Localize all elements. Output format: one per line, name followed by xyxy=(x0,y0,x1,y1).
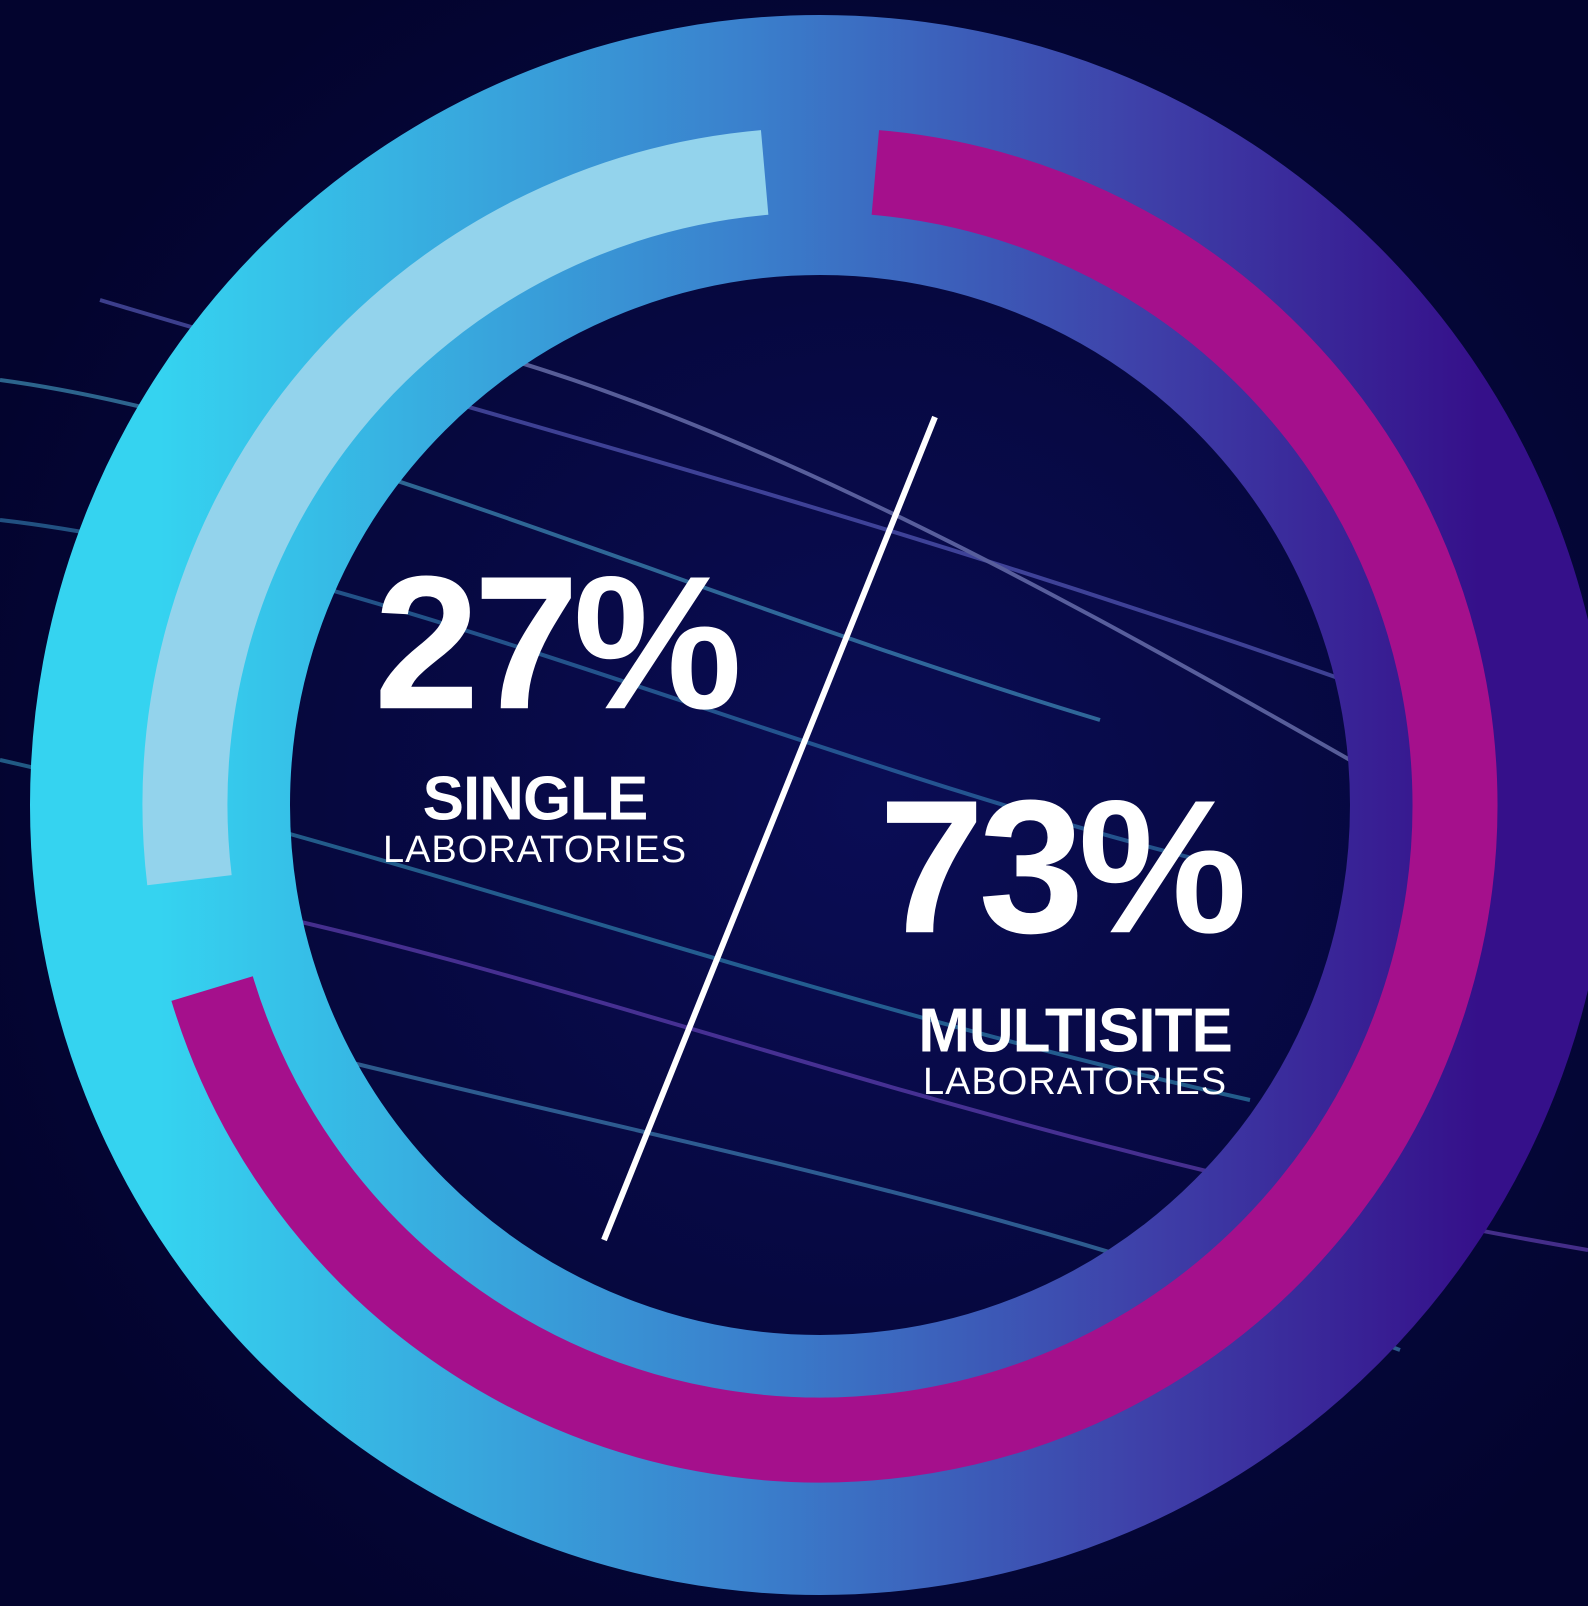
category-subtitle: LABORATORIES xyxy=(383,829,687,871)
donut-segment xyxy=(171,130,1498,1483)
category-subtitle: LABORATORIES xyxy=(923,1061,1227,1103)
value-label: 73% xyxy=(879,761,1242,973)
arcs xyxy=(142,130,1498,1483)
value-label: 27% xyxy=(374,537,737,749)
donut-segment xyxy=(142,130,769,886)
category-label: SINGLE xyxy=(423,764,648,833)
divider xyxy=(601,415,938,1242)
category-label: MULTISITE xyxy=(918,996,1232,1065)
